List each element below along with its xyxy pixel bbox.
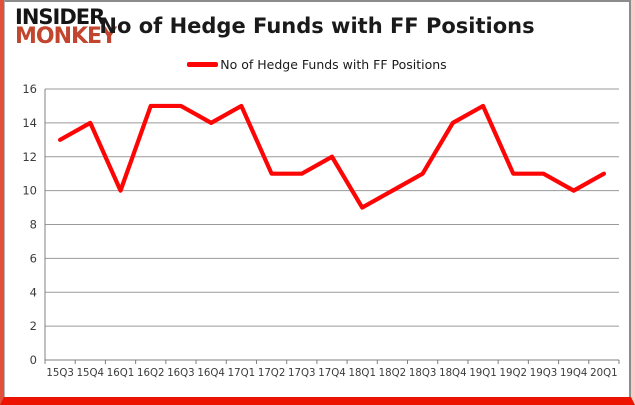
data-series-line <box>58 103 606 210</box>
x-tick-label: 15Q4 <box>77 368 104 379</box>
line-chart: 0 2 4 6 8 10 12 14 16 15Q3 15Q4 16Q1 16Q2 16Q3 16Q4 17Q… <box>22 82 620 379</box>
x-tick-label: 18Q3 <box>409 368 436 379</box>
x-tick-label: 19Q2 <box>500 368 527 379</box>
x-tick-label: 20Q1 <box>590 368 617 379</box>
y-tick-label: 2 <box>30 319 37 333</box>
y-tick-label: 12 <box>22 150 37 164</box>
chart-frame: INSIDER MONKEY No of Hedge Funds with FF… <box>4 0 631 397</box>
legend-label: No of Hedge Funds with FF Positions <box>220 57 447 72</box>
x-tick-label: 19Q1 <box>469 368 496 379</box>
x-tick-label: 17Q4 <box>318 368 345 379</box>
y-tick-label: 8 <box>30 218 37 232</box>
logo-line-insider: INSIDER <box>15 5 105 29</box>
legend: No of Hedge Funds with FF Positions <box>5 57 629 72</box>
x-tick-label: 15Q3 <box>46 368 73 379</box>
x-tick-label: 18Q4 <box>439 368 466 379</box>
x-tick-label: 19Q4 <box>560 368 587 379</box>
x-tick-label: 18Q2 <box>379 368 406 379</box>
y-tick-label: 10 <box>22 184 37 198</box>
x-tick-label: 16Q1 <box>107 368 134 379</box>
logo-line-monkey: MONKEY <box>15 24 117 50</box>
x-tick-label: 16Q3 <box>167 368 194 379</box>
x-tick-label: 16Q2 <box>137 368 164 379</box>
x-tick-label: 16Q4 <box>197 368 224 379</box>
y-tick-label: 16 <box>22 82 37 96</box>
y-tick-label: 6 <box>30 251 37 265</box>
x-tick-label: 19Q3 <box>530 368 557 379</box>
x-tick-label: 17Q3 <box>288 368 315 379</box>
x-tick-label: 17Q1 <box>228 368 255 379</box>
y-tick-label: 0 <box>30 353 37 367</box>
x-tick-label: 18Q1 <box>348 368 375 379</box>
y-tick-label: 4 <box>30 285 37 299</box>
chart-title: No of Hedge Funds with FF Positions <box>99 14 535 38</box>
y-tick-label: 14 <box>22 116 37 130</box>
insider-monkey-logo: INSIDER MONKEY <box>15 5 117 50</box>
x-tick-label: 17Q2 <box>258 368 285 379</box>
legend-line-swatch <box>187 62 219 67</box>
